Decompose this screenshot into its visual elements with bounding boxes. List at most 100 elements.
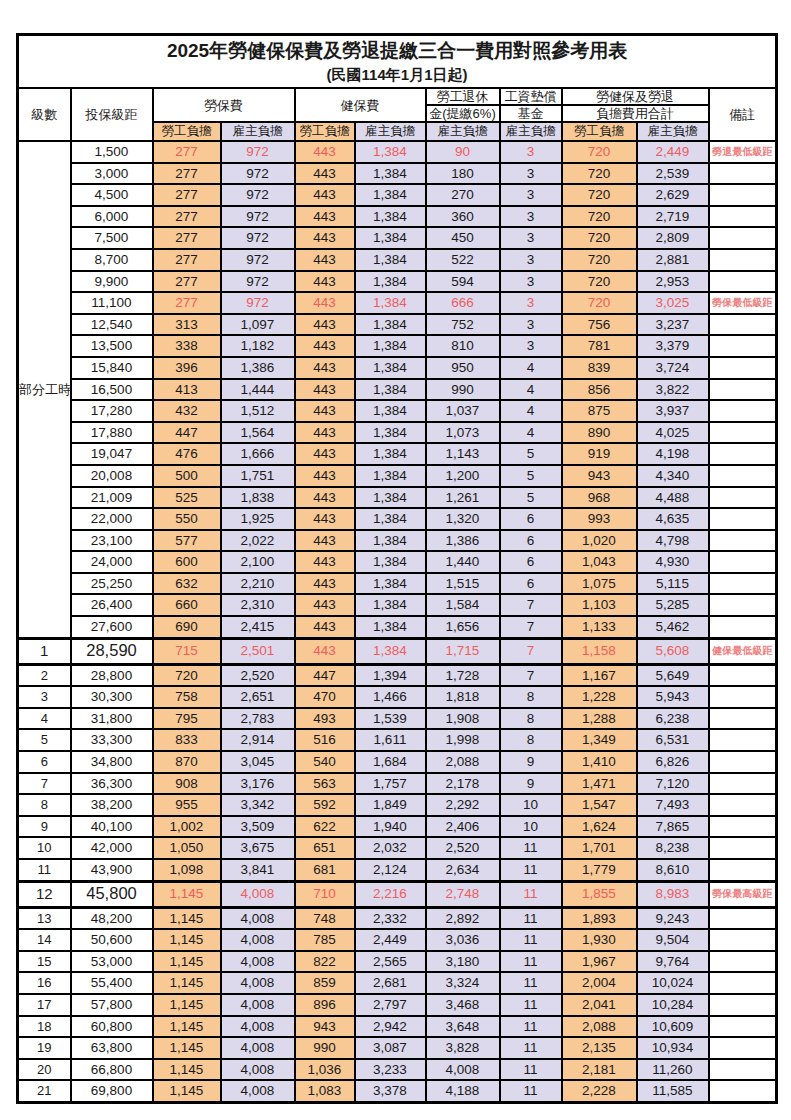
- header-remark: 備註: [709, 88, 777, 141]
- value-cell: 1,757: [355, 773, 426, 795]
- value-cell: 1,384: [355, 163, 426, 185]
- value-cell: 4,198: [637, 443, 709, 465]
- note-cell: [709, 314, 777, 336]
- value-cell: 11: [500, 972, 562, 994]
- value-cell: 2,914: [221, 729, 295, 751]
- value-cell: 1,715: [426, 638, 500, 664]
- value-cell: 1,158: [562, 638, 637, 664]
- header-labor-insurance: 勞保費: [153, 88, 295, 122]
- value-cell: 1,838: [221, 487, 295, 509]
- level-cell: 部分工時: [18, 141, 71, 638]
- value-cell: 1,751: [221, 465, 295, 487]
- value-cell: 11,260: [637, 1059, 709, 1081]
- note-cell: [709, 487, 777, 509]
- value-cell: 1,728: [426, 664, 500, 686]
- value-cell: 2,520: [221, 664, 295, 686]
- value-cell: 1,036: [295, 1059, 355, 1081]
- value-cell: 277: [153, 184, 221, 206]
- value-cell: 277: [153, 141, 221, 163]
- table-row: 22,0005501,9254431,3841,32069934,635: [18, 508, 777, 530]
- value-cell: 277: [153, 271, 221, 293]
- table-row: 26,4006602,3104431,3841,58471,1035,285: [18, 594, 777, 616]
- header-row-1: 級數 投保級距 勞保費 健保費 勞工退休 工資墊償 勞健保及勞退 備註: [18, 88, 777, 105]
- value-cell: 1,471: [562, 773, 637, 795]
- value-cell: 781: [562, 335, 637, 357]
- value-cell: 972: [221, 163, 295, 185]
- header-health-insurance: 健保費: [295, 88, 426, 122]
- note-cell: [709, 751, 777, 773]
- value-cell: 993: [562, 508, 637, 530]
- page-title: 2025年勞健保保費及勞退提繳三合一費用對照參考用表: [19, 37, 775, 64]
- value-cell: 11: [500, 907, 562, 929]
- note-cell: [709, 929, 777, 951]
- value-cell: 1,384: [355, 573, 426, 595]
- value-cell: 550: [153, 508, 221, 530]
- value-cell: 443: [295, 206, 355, 228]
- subheader-health-employee: 勞工負擔: [295, 122, 355, 141]
- value-cell: 1,083: [295, 1080, 355, 1102]
- note-cell: 勞退最低級距: [709, 141, 777, 163]
- bracket-cell: 48,200: [71, 907, 153, 929]
- value-cell: 277: [153, 206, 221, 228]
- note-cell: [709, 1016, 777, 1038]
- value-cell: 1,440: [426, 551, 500, 573]
- note-cell: [709, 616, 777, 638]
- value-cell: 1,666: [221, 443, 295, 465]
- value-cell: 875: [562, 400, 637, 422]
- bracket-cell: 42,000: [71, 837, 153, 859]
- value-cell: 9,504: [637, 929, 709, 951]
- note-cell: [709, 422, 777, 444]
- value-cell: 1,098: [153, 859, 221, 881]
- note-cell: [709, 794, 777, 816]
- value-cell: 443: [295, 163, 355, 185]
- value-cell: 4,008: [221, 1059, 295, 1081]
- header-total-bottom: 負擔費用合計: [562, 105, 709, 122]
- value-cell: 720: [562, 227, 637, 249]
- value-cell: 1,145: [153, 972, 221, 994]
- value-cell: 720: [562, 163, 637, 185]
- value-cell: 1,050: [153, 837, 221, 859]
- value-cell: 3,379: [637, 335, 709, 357]
- value-cell: 2,634: [426, 859, 500, 881]
- value-cell: 1,701: [562, 837, 637, 859]
- bracket-cell: 9,900: [71, 271, 153, 293]
- table-row: 2066,8001,1454,0081,0363,2334,008112,181…: [18, 1059, 777, 1081]
- value-cell: 1,384: [355, 379, 426, 401]
- value-cell: 1,145: [153, 1016, 221, 1038]
- value-cell: 720: [562, 292, 637, 314]
- value-cell: 443: [295, 379, 355, 401]
- value-cell: 1,925: [221, 508, 295, 530]
- value-cell: 443: [295, 400, 355, 422]
- value-cell: 8: [500, 708, 562, 730]
- value-cell: 839: [562, 357, 637, 379]
- value-cell: 1,075: [562, 573, 637, 595]
- value-cell: 540: [295, 751, 355, 773]
- value-cell: 758: [153, 686, 221, 708]
- value-cell: 443: [295, 249, 355, 271]
- value-cell: 11: [500, 881, 562, 907]
- bracket-cell: 31,800: [71, 708, 153, 730]
- value-cell: 277: [153, 249, 221, 271]
- value-cell: 720: [562, 271, 637, 293]
- table-row: 1450,6001,1454,0087852,4493,036111,9309,…: [18, 929, 777, 951]
- bracket-cell: 7,500: [71, 227, 153, 249]
- note-cell: [709, 708, 777, 730]
- value-cell: 4,930: [637, 551, 709, 573]
- value-cell: 7,120: [637, 773, 709, 795]
- value-cell: 785: [295, 929, 355, 951]
- value-cell: 1,384: [355, 551, 426, 573]
- value-cell: 5,608: [637, 638, 709, 664]
- bracket-cell: 1,500: [71, 141, 153, 163]
- value-cell: 6,238: [637, 708, 709, 730]
- value-cell: 443: [295, 227, 355, 249]
- bracket-cell: 8,700: [71, 249, 153, 271]
- value-cell: 4,025: [637, 422, 709, 444]
- value-cell: 1,779: [562, 859, 637, 881]
- note-cell: 勞保最高級距: [709, 881, 777, 907]
- value-cell: 10,934: [637, 1037, 709, 1059]
- value-cell: 6,826: [637, 751, 709, 773]
- table-row: 12,5403131,0974431,38475237563,237: [18, 314, 777, 336]
- bracket-cell: 15,840: [71, 357, 153, 379]
- value-cell: 516: [295, 729, 355, 751]
- value-cell: 443: [295, 314, 355, 336]
